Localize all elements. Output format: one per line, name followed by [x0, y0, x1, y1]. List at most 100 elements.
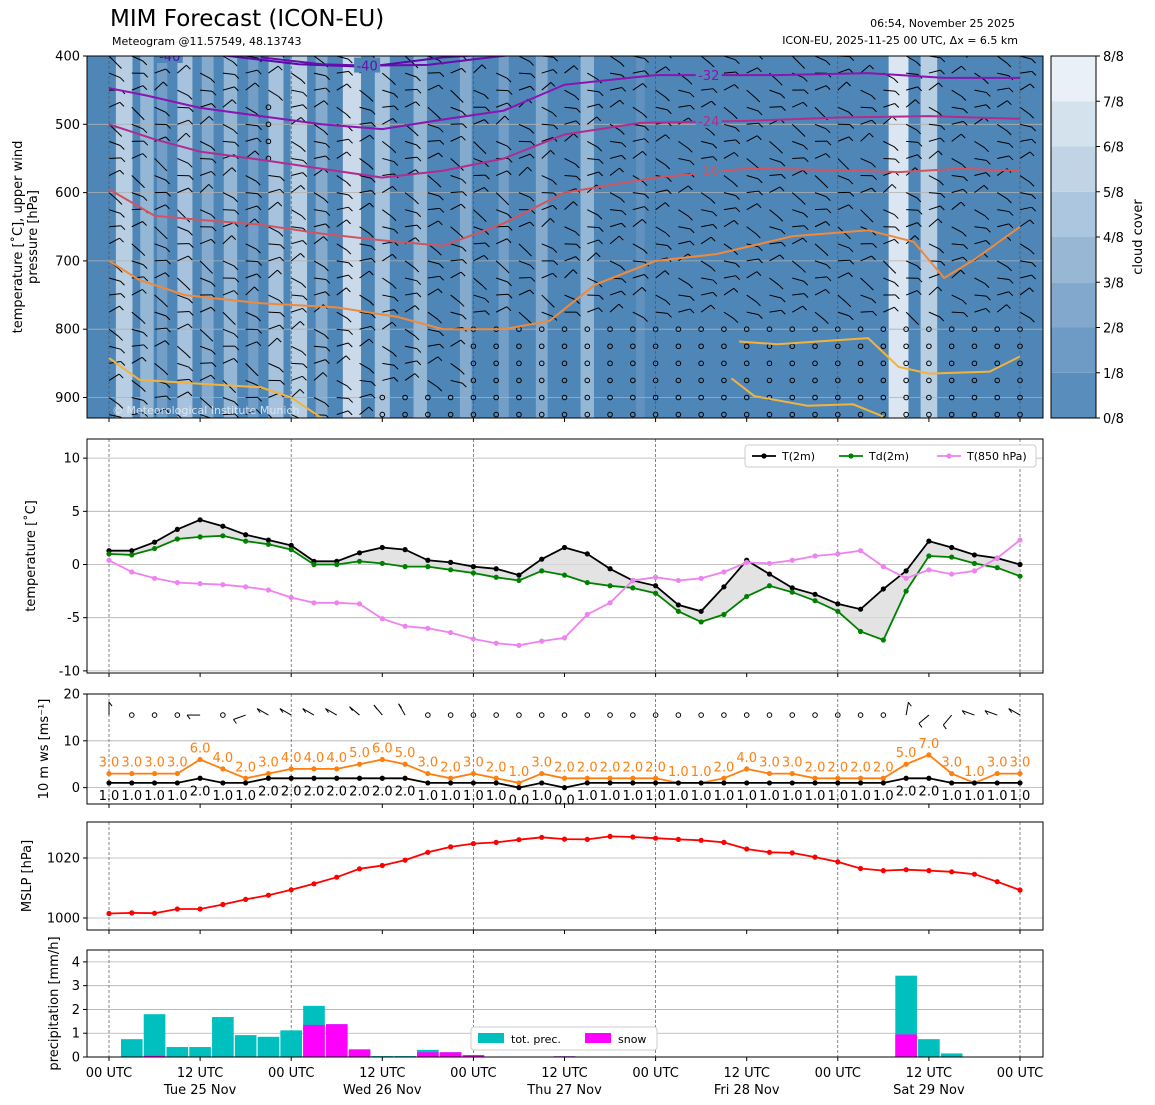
wind-barb — [245, 82, 256, 91]
wind-barb-feather — [392, 352, 397, 357]
calm-barb — [265, 121, 272, 128]
wind-barb-feather — [120, 213, 125, 218]
wind-barb — [382, 253, 393, 262]
wind-barb — [108, 277, 121, 282]
wind-barb — [746, 175, 759, 180]
gust-label: 3.0 — [258, 756, 279, 771]
wind-barb-feather — [346, 317, 352, 323]
t2m-point — [448, 559, 454, 565]
wind-barb — [974, 140, 985, 149]
wind-barb-feather — [254, 286, 259, 292]
td2m-point — [470, 570, 476, 576]
wind-barb — [450, 89, 460, 99]
wind-barb — [883, 116, 893, 125]
wind-barb — [268, 65, 279, 74]
wind-barb-feather — [460, 339, 466, 345]
wind-barb-feather — [687, 79, 693, 85]
wind-barb-feather — [481, 217, 487, 223]
wind-barb — [678, 104, 691, 108]
wind-barb — [154, 106, 166, 113]
wind-barb-feather — [211, 417, 212, 418]
wind-barb-feather — [621, 210, 627, 216]
precip-bar — [918, 1039, 940, 1057]
wind-barb — [131, 221, 143, 228]
wind-barb — [245, 260, 258, 263]
wind-barb — [928, 205, 941, 211]
wind-barb-feather — [710, 304, 716, 310]
wind-barb — [928, 82, 939, 91]
wind-barb-feather — [550, 150, 555, 155]
wind-barb — [609, 154, 622, 159]
wind-barb-feather — [347, 342, 353, 348]
wind-barb — [222, 311, 232, 321]
wind-barb-feather — [984, 147, 989, 153]
calm-barb — [880, 326, 887, 333]
wind-barb — [974, 240, 987, 245]
x-tick-label: 12 UTC — [541, 1066, 587, 1081]
wind-barb-feather — [755, 233, 761, 239]
wind-barb — [951, 256, 964, 262]
calm-barb — [812, 712, 818, 718]
mean-wind-label: 1.0 — [144, 789, 165, 804]
wind-barb-feather — [871, 298, 877, 304]
gust-label: 3.0 — [531, 756, 552, 771]
wind-barb — [404, 192, 415, 201]
legend-marker — [761, 453, 767, 459]
wind-barb — [814, 192, 827, 198]
t2m-point — [243, 532, 249, 538]
wind-barb-feather — [208, 269, 213, 274]
isotherm-line — [739, 337, 1021, 375]
calm-barb — [926, 377, 932, 384]
wind-barb — [131, 56, 143, 62]
mean-wind-point — [334, 775, 340, 781]
wind-barb — [404, 277, 417, 282]
wind-barb-feather — [119, 145, 125, 150]
t2m-point — [151, 539, 158, 545]
mean-wind-label: 1.0 — [850, 789, 871, 804]
mean-wind-label: 1.0 — [873, 789, 894, 804]
wind-barb — [655, 294, 667, 302]
wind-barb — [586, 252, 597, 262]
t2m-point — [470, 564, 476, 570]
wind-barb-feather — [758, 190, 763, 196]
wind-barb — [450, 226, 461, 235]
wind-barb — [222, 86, 235, 91]
wind-barb — [176, 64, 187, 74]
wind-barb — [154, 272, 166, 279]
wind-barb-feather — [825, 196, 831, 202]
wind-barb — [792, 209, 804, 214]
wind-barb — [199, 260, 209, 270]
wind-barb — [678, 308, 691, 313]
wind-barb — [450, 191, 463, 194]
wind-barb — [541, 218, 551, 228]
mean-wind-label: 1.0 — [213, 789, 234, 804]
wind-barb-feather — [325, 155, 331, 161]
wind-barb-feather — [461, 246, 467, 252]
wind-barb — [450, 67, 462, 74]
wind-barb-feather — [413, 131, 419, 137]
calm-barb — [789, 712, 796, 718]
wind-barb-feather — [393, 105, 399, 111]
wind-barb — [837, 106, 849, 113]
wind-barb-feather — [368, 165, 374, 170]
legend-label: Td(2m) — [868, 450, 909, 463]
wind-barb-feather — [755, 97, 761, 103]
wind-barb — [905, 123, 917, 131]
wind-barb-feather — [529, 196, 535, 202]
wind-barb — [245, 379, 257, 386]
wind-barb — [233, 714, 246, 720]
td2m-point — [971, 560, 978, 567]
wind-barb-feather — [392, 186, 397, 191]
wind-barb-feather — [1029, 219, 1035, 225]
wind-barb — [905, 290, 918, 296]
wind-barb — [473, 310, 486, 313]
t2m-point — [675, 602, 681, 608]
wind-barb — [199, 277, 212, 283]
wind-barb-feather — [984, 215, 990, 221]
wind-barb — [723, 152, 735, 159]
wind-barb-feather — [141, 387, 146, 393]
y-tick-label: 1020 — [47, 852, 80, 867]
legend-label: T(2m) — [781, 450, 815, 463]
wind-barb — [268, 269, 278, 279]
wind-barb-feather — [188, 107, 194, 113]
